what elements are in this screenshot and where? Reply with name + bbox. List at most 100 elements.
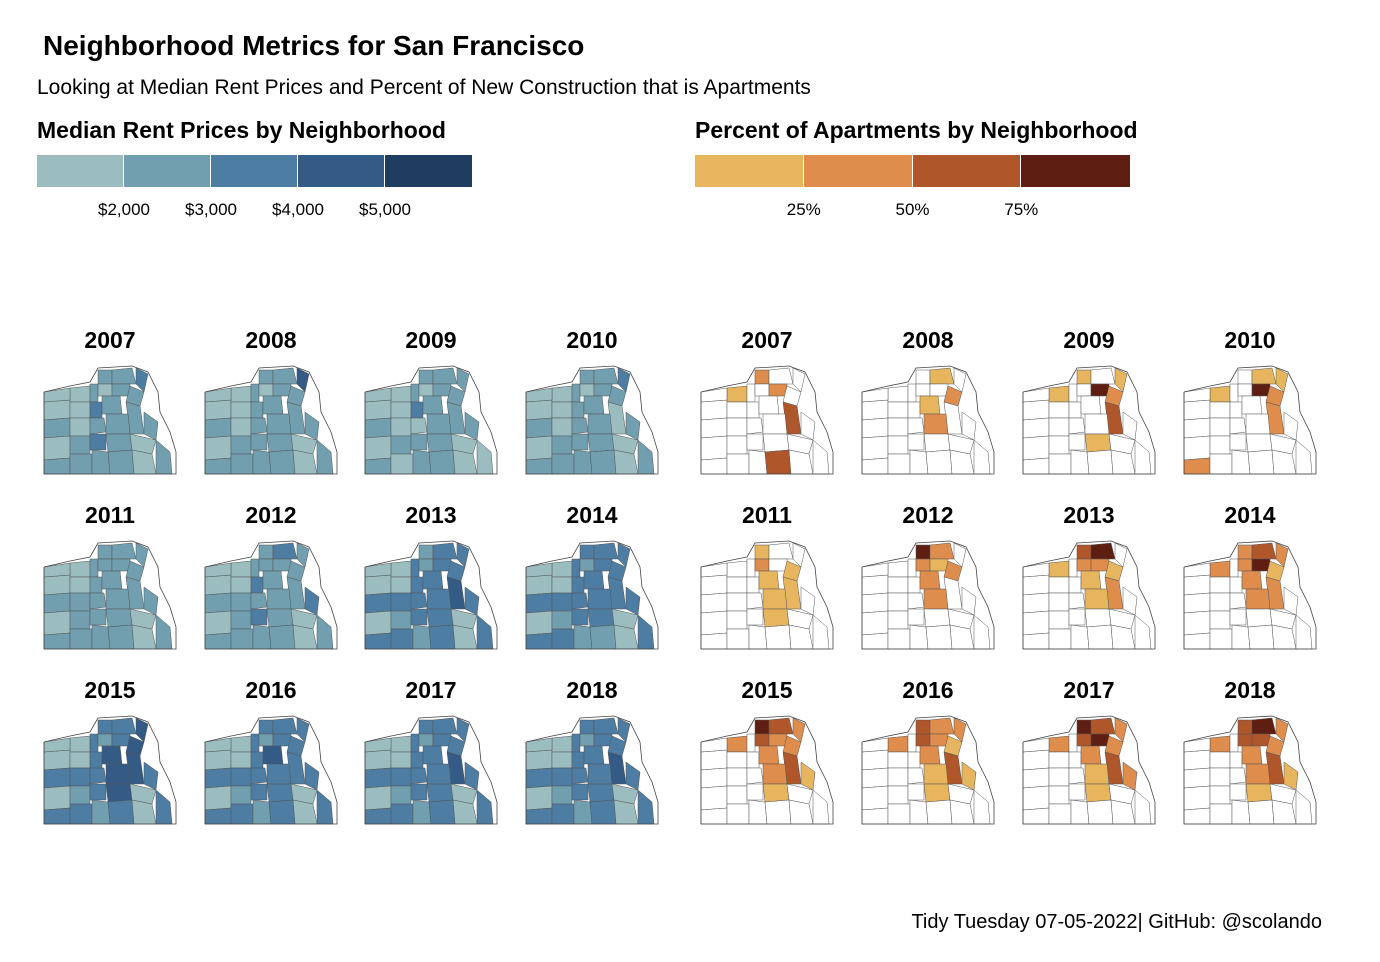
neighborhood-region [768, 367, 794, 385]
neighborhood-region [1090, 558, 1110, 572]
neighborhood-region [43, 767, 71, 789]
neighborhood-region [613, 449, 639, 475]
neighborhood-region [919, 395, 941, 415]
apartment-map-2016 [861, 715, 995, 825]
neighborhood-region [1076, 719, 1092, 735]
neighborhood-region [1084, 588, 1110, 610]
city-outline [1022, 715, 1156, 825]
city-outline [700, 540, 834, 650]
neighborhood-region [1245, 433, 1273, 453]
neighborhood-region [861, 592, 889, 614]
panel-year-label: 2014 [566, 502, 618, 528]
neighborhood-region [754, 719, 770, 735]
neighborhood-region [589, 799, 617, 825]
neighborhood-region [143, 411, 159, 441]
neighborhood-region [89, 783, 107, 801]
neighborhood-region [69, 453, 93, 475]
neighborhood-region [762, 783, 790, 803]
neighborhood-region [746, 751, 760, 769]
neighborhood-region [89, 401, 103, 419]
neighborhood-region [748, 449, 768, 475]
neighborhood-region [1022, 417, 1050, 439]
neighborhood-region [476, 614, 494, 650]
neighborhood-region [579, 544, 595, 560]
neighborhood-region [204, 387, 232, 403]
neighborhood-region [364, 417, 392, 439]
neighborhood-region [726, 803, 750, 825]
neighborhood-region [1283, 586, 1299, 616]
neighborhood-region [316, 439, 334, 475]
neighborhood-region [304, 761, 320, 791]
neighborhood-region [700, 807, 728, 825]
neighborhood-region [907, 733, 917, 753]
neighborhood-region [754, 383, 770, 397]
neighborhood-region [587, 783, 615, 803]
neighborhood-region [464, 761, 480, 791]
neighborhood-region [726, 401, 748, 419]
neighborhood-region [272, 542, 298, 560]
neighborhood-region [525, 562, 553, 578]
neighborhood-region [272, 383, 292, 397]
neighborhood-region [579, 369, 595, 385]
neighborhood-region [746, 767, 764, 785]
neighborhood-region [250, 608, 268, 626]
neighborhood-region [1271, 799, 1297, 825]
neighborhood-region [69, 576, 91, 594]
neighborhood-region [426, 413, 452, 435]
neighborhood-region [1048, 628, 1072, 650]
neighborhood-region [432, 717, 458, 735]
neighborhood-region [390, 735, 412, 753]
neighborhood-region [262, 395, 284, 415]
neighborhood-region [262, 745, 284, 765]
neighborhood-region [432, 558, 452, 572]
neighborhood-region [1237, 544, 1253, 560]
neighborhood-region [700, 457, 728, 475]
neighborhood-region [364, 749, 392, 771]
neighborhood-region [907, 783, 925, 801]
neighborhood-region [105, 608, 133, 628]
neighborhood-region [589, 624, 617, 650]
neighborhood-region [1048, 417, 1070, 437]
neighborhood-region [418, 719, 434, 735]
legend-swatch [37, 155, 124, 187]
neighborhood-region [1048, 435, 1070, 455]
neighborhood-region [304, 411, 320, 441]
neighborhood-region [1209, 751, 1231, 769]
neighborhood-region [589, 449, 617, 475]
neighborhood-region [1068, 383, 1078, 403]
neighborhood-region [1241, 745, 1263, 765]
neighborhood-region [909, 449, 929, 475]
neighborhood-region [746, 383, 756, 403]
panel-year-label: 2014 [1224, 502, 1276, 528]
neighborhood-region [613, 799, 639, 825]
neighborhood-region [625, 586, 641, 616]
neighborhood-region [1251, 558, 1271, 572]
panel-year-label: 2010 [1224, 327, 1276, 353]
neighborhood-region [432, 733, 452, 747]
neighborhood-region [1048, 610, 1070, 630]
neighborhood-region [923, 763, 949, 785]
neighborhood-region [593, 383, 613, 397]
neighborhood-region [551, 751, 573, 769]
neighborhood-region [1295, 614, 1313, 650]
neighborhood-region [268, 449, 296, 475]
neighborhood-region [69, 628, 93, 650]
apartment-legend-title: Percent of Apartments by Neighborhood [695, 117, 1138, 143]
neighborhood-region [105, 763, 131, 785]
neighborhood-region [292, 624, 318, 650]
neighborhood-region [571, 417, 589, 435]
neighborhood-region [929, 717, 955, 735]
neighborhood-region [887, 751, 909, 769]
neighborhood-region [1122, 586, 1138, 616]
neighborhood-region [89, 608, 107, 626]
neighborhood-region [364, 562, 392, 578]
neighborhood-region [1245, 783, 1273, 803]
neighborhood-region [410, 767, 428, 785]
neighborhood-region [258, 558, 274, 572]
neighborhood-region [587, 608, 615, 628]
city-outline [1183, 365, 1317, 475]
neighborhood-region [1237, 558, 1253, 572]
neighborhood-region [476, 789, 494, 825]
legend-swatch [803, 155, 913, 187]
neighborhood-region [768, 733, 788, 747]
